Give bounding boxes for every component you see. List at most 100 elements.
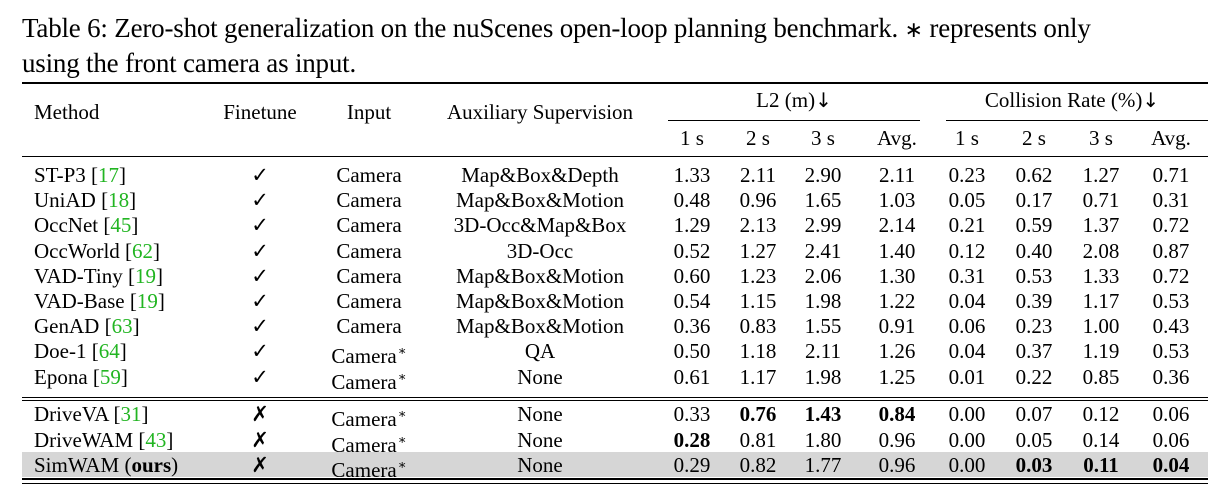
input-cell: Camera∗: [331, 453, 406, 482]
subheader-7: Avg.: [1151, 126, 1191, 150]
method-label: VAD-Tiny: [34, 263, 123, 288]
check-icon: ✓: [251, 364, 269, 389]
aux-cell: None: [517, 453, 563, 477]
l2-value: 1.29: [673, 213, 711, 238]
method-name: VAD-Base [19]: [34, 289, 165, 313]
citation-link[interactable]: 63: [111, 314, 133, 339]
input-label: Camera: [336, 163, 402, 187]
input-label: Camera: [336, 188, 402, 213]
subheader-0: 1 s: [680, 126, 704, 150]
citation-link[interactable]: 59: [99, 364, 121, 389]
method-label: DriveWAM: [34, 427, 134, 452]
citation-link[interactable]: 17: [98, 163, 120, 187]
check-icon: ✓: [251, 188, 269, 213]
collision-value: 0.37: [1015, 339, 1053, 364]
citation-link[interactable]: 18: [108, 188, 130, 213]
subheader-3: Avg.: [877, 126, 917, 150]
collision-value: 0.05: [1015, 427, 1053, 452]
l2-value: 0.33: [673, 402, 711, 426]
caption-label: Table 6:: [22, 13, 108, 43]
collision-value: 0.53: [1152, 289, 1190, 313]
collision-value: 0.71: [1152, 163, 1190, 187]
collision-value: 1.17: [1082, 289, 1120, 313]
collision-value: 0.14: [1082, 427, 1120, 452]
method-name: UniAD [18]: [34, 188, 137, 213]
collision-value: 1.00: [1082, 314, 1120, 339]
collision-value: 0.85: [1082, 364, 1120, 389]
l2-value: 2.41: [804, 238, 842, 263]
aux-cell: None: [517, 402, 563, 426]
ours-label: ours: [131, 453, 172, 477]
input-cell: Camera: [336, 163, 401, 187]
method-label: OccNet: [34, 213, 99, 238]
l2-value: 0.81: [739, 427, 777, 452]
method-name: Epona [59]: [34, 364, 128, 389]
caption-text: Zero-shot generalization on the nuScenes…: [114, 13, 899, 43]
input-cell: Camera∗: [331, 365, 406, 394]
citation-link[interactable]: 45: [110, 213, 132, 238]
input-cell: Camera∗: [331, 339, 406, 368]
collision-value: 0.59: [1015, 213, 1053, 238]
input-label: Camera: [331, 432, 397, 457]
collision-value: 0.04: [948, 289, 986, 313]
input-label: Camera: [331, 369, 397, 394]
method-name: DriveWAM [43]: [34, 427, 174, 452]
collision-value: 0.21: [948, 213, 986, 238]
collision-value: 0.06: [1152, 402, 1190, 426]
l2-value: 0.96: [739, 188, 777, 213]
citation-link[interactable]: 19: [136, 289, 158, 313]
collision-value: 0.11: [1083, 453, 1119, 477]
collision-value: 0.04: [948, 339, 986, 364]
l2-value: 0.76: [739, 402, 777, 426]
l2-value: 1.15: [739, 289, 777, 313]
header-collision-label: Collision Rate (%): [984, 88, 1143, 112]
collision-value: 0.06: [1152, 427, 1190, 452]
l2-value: 2.90: [804, 163, 842, 187]
l2-value: 0.28: [673, 427, 711, 452]
l2-value: 1.18: [739, 339, 777, 364]
header-rule: [22, 156, 1208, 157]
aux-cell: QA: [524, 339, 556, 364]
method-name: VAD-Tiny [19]: [34, 263, 163, 288]
input-cell: Camera: [336, 289, 401, 313]
check-icon: ✓: [251, 339, 269, 364]
input-cell: Camera: [336, 264, 401, 288]
collision-value: 0.36: [1152, 364, 1190, 389]
l2-value: 0.84: [878, 402, 916, 426]
front-camera-star: ∗: [397, 431, 407, 447]
check-icon: ✓: [251, 263, 269, 288]
collision-value: 0.00: [948, 427, 986, 452]
collision-value: 1.27: [1082, 163, 1120, 187]
citation-link[interactable]: 64: [98, 339, 120, 364]
l2-value: 1.33: [673, 163, 711, 187]
header-finetune: Finetune: [223, 100, 297, 124]
check-icon: ✓: [251, 289, 269, 313]
citation-link[interactable]: 31: [120, 402, 142, 426]
front-camera-star: ∗: [397, 457, 407, 472]
header-method: Method: [34, 100, 100, 124]
l2-value: 1.03: [878, 188, 916, 213]
aux-cell: None: [517, 364, 563, 389]
collision-value: 0.72: [1152, 263, 1190, 288]
citation-link[interactable]: 43: [145, 427, 167, 452]
collision-value: 0.62: [1015, 163, 1053, 187]
citation-link[interactable]: 62: [132, 238, 154, 263]
input-label: Camera: [336, 289, 402, 313]
l2-value: 1.40: [878, 238, 916, 263]
l2-value: 0.52: [673, 238, 711, 263]
collision-value: 0.12: [1082, 402, 1120, 426]
bottom-rule-2: [22, 483, 1208, 484]
citation-link[interactable]: 19: [134, 263, 156, 288]
collision-value: 0.00: [948, 402, 986, 426]
header-collision: Collision Rate (%)↓: [985, 88, 1159, 112]
subheader-5: 2 s: [1022, 126, 1046, 150]
check-icon: ✓: [251, 314, 269, 339]
collision-value: 0.22: [1015, 364, 1053, 389]
input-label: Camera: [331, 407, 397, 431]
input-label: Camera: [336, 238, 402, 263]
l2-value: 1.98: [804, 364, 842, 389]
l2-value: 1.43: [804, 402, 842, 426]
method-label: UniAD: [34, 188, 96, 213]
collision-value: 0.71: [1082, 188, 1120, 213]
collision-value: 0.53: [1152, 339, 1190, 364]
